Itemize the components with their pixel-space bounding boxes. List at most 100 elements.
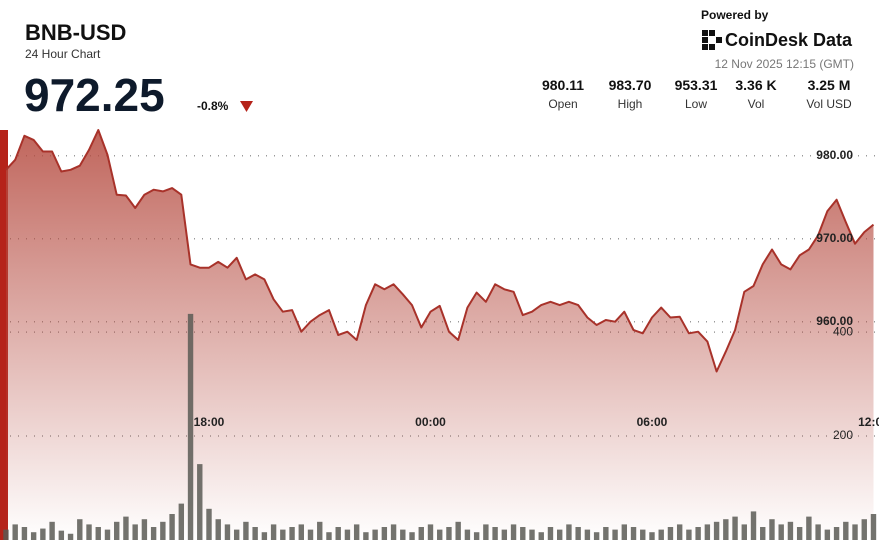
volume-bar xyxy=(760,527,766,540)
volume-bar xyxy=(640,529,646,540)
volume-bar xyxy=(178,503,185,540)
y2-tick-label: 200 xyxy=(833,428,853,442)
volume-bar xyxy=(824,529,831,540)
volume-bar xyxy=(67,533,74,540)
volume-bar xyxy=(843,521,849,540)
volume-bar xyxy=(787,521,794,540)
volume-bar xyxy=(658,529,664,540)
volume-bar xyxy=(21,527,28,540)
volume-bar xyxy=(870,514,877,540)
volume-bar xyxy=(427,524,434,540)
y2-tick-label: 400 xyxy=(833,324,853,338)
volume-bar xyxy=(114,521,120,540)
price-line xyxy=(5,129,875,373)
volume-bar xyxy=(344,529,351,540)
volume-bar xyxy=(206,508,212,540)
volume-bar xyxy=(215,519,221,540)
volume-bar xyxy=(224,524,231,540)
volume-bar xyxy=(446,527,452,540)
volume-bar xyxy=(732,516,738,540)
stat-value: 3.36 K xyxy=(735,77,777,93)
x-tick-label: 12:00 xyxy=(858,415,879,429)
volume-bar xyxy=(3,529,9,540)
volume-bar xyxy=(778,524,784,540)
volume-bar xyxy=(400,529,406,540)
volume-bar xyxy=(695,527,701,540)
volume-bar xyxy=(160,521,166,540)
volume-bar xyxy=(418,527,424,540)
y-tick-label: 960.00 xyxy=(816,314,853,328)
volume-bar xyxy=(861,519,867,540)
volume-bar xyxy=(584,529,591,540)
y-tick-label: 980.00 xyxy=(816,148,853,162)
volume-bar xyxy=(169,514,175,540)
price-area xyxy=(6,130,874,540)
volume-bar xyxy=(317,521,323,540)
volume-bar xyxy=(390,524,397,540)
volume-bar xyxy=(233,529,240,540)
volume-bar xyxy=(270,524,277,540)
volume-bar xyxy=(806,516,812,540)
x-tick-label: 00:00 xyxy=(415,415,446,429)
volume-bar xyxy=(520,527,526,540)
volume-bar xyxy=(150,527,157,540)
volume-bar xyxy=(252,527,258,540)
volume-bar xyxy=(95,527,101,540)
volume-bar xyxy=(621,524,628,540)
stat-value: 3.25 M xyxy=(807,77,851,93)
volume-bar xyxy=(289,527,295,540)
subtitle: 24 Hour Chart xyxy=(25,47,101,61)
volume-bar xyxy=(353,524,360,540)
volume-bar xyxy=(686,529,692,540)
volume-bar xyxy=(381,527,388,540)
volume-bar xyxy=(12,524,18,540)
volume-bar xyxy=(676,524,683,540)
accent-bar xyxy=(0,130,8,540)
volume-bar xyxy=(86,524,92,540)
volume-bar xyxy=(280,529,286,540)
stat-label: Vol xyxy=(747,97,765,111)
volume-bar xyxy=(40,528,46,540)
volume-bar xyxy=(187,313,194,540)
timestamp: 12 Nov 2025 12:15 (GMT) xyxy=(714,57,854,71)
volume-bar xyxy=(769,519,775,540)
volume-bar xyxy=(326,532,332,540)
x-tick-label: 06:00 xyxy=(637,415,668,429)
volume-bar xyxy=(852,524,858,540)
down-arrow xyxy=(240,101,253,112)
volume-bar xyxy=(723,519,729,540)
volume-bar xyxy=(492,527,498,540)
volume-bar xyxy=(501,529,508,540)
volume-bar xyxy=(796,527,803,540)
volume-bar xyxy=(557,529,563,540)
volume-bar xyxy=(667,527,674,540)
volume-bar xyxy=(510,524,517,540)
volume-bar xyxy=(483,524,489,540)
volume-bar xyxy=(593,532,600,540)
volume-bar xyxy=(741,524,747,540)
stat-value: 983.70 xyxy=(608,77,652,93)
brand-icon xyxy=(702,30,722,50)
volume-bar xyxy=(243,521,249,540)
stat-label: Vol USD xyxy=(806,97,852,111)
symbol: BNB-USD xyxy=(25,20,127,45)
volume-bar xyxy=(833,527,840,540)
volume-bar xyxy=(815,524,821,540)
volume-bar xyxy=(123,516,129,540)
change: -0.8% xyxy=(197,99,229,113)
volume-bar xyxy=(547,527,554,540)
volume-bar xyxy=(298,524,304,540)
volume-bar xyxy=(603,527,609,540)
volume-bar xyxy=(473,532,480,540)
powered-by: Powered by xyxy=(701,8,769,22)
volume-bar xyxy=(261,532,268,540)
stat-label: Low xyxy=(684,97,707,111)
volume-bar xyxy=(141,519,148,540)
volume-bar xyxy=(197,464,203,540)
volume-bar xyxy=(750,511,757,540)
price: 972.25 xyxy=(24,69,165,121)
volume-bar xyxy=(704,524,711,540)
volume-bar xyxy=(132,524,138,540)
volume-bar xyxy=(409,532,415,540)
